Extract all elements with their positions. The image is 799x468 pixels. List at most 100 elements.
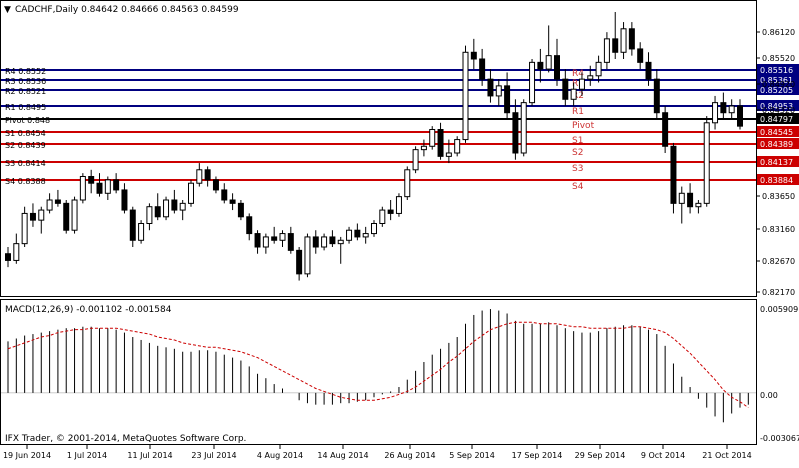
candle-body (462, 51, 469, 141)
price-panel-frame (0, 0, 757, 297)
candle-body (271, 236, 278, 241)
date-axis-label: 17 Sep 2014 (512, 451, 563, 460)
date-axis-label: 19 Jun 2014 (3, 451, 51, 460)
candle-body (687, 192, 694, 208)
candle-body (5, 253, 11, 261)
pivot-levels: R4 0.8552 0.85516 R4 R3 0.8536 0.85361 R3 R2 0… (1, 64, 799, 192)
pivot-left-label: R1 0.8495 (5, 103, 46, 112)
pivot-left-label: R4 0.8552 (5, 67, 46, 76)
candle-body (595, 61, 602, 77)
candle-body (79, 176, 86, 201)
candle-body (129, 209, 136, 241)
candle-body (495, 85, 502, 97)
candle-body (387, 209, 394, 214)
candle-body (96, 182, 103, 194)
candle-body (163, 199, 170, 218)
candle-body (412, 149, 419, 171)
candle-body (262, 236, 269, 248)
candle-body (637, 48, 644, 63)
pivot-price-tag (757, 138, 799, 149)
pivot-price-tag-text: 0.84953 (760, 102, 793, 111)
candle-body (512, 112, 519, 154)
pivot-inline-label: R4 (572, 69, 584, 79)
candle-body (545, 55, 552, 70)
candle-body (71, 199, 78, 231)
macd-indicator (1, 309, 756, 423)
pivot-left-label: S2 0.8439 (5, 141, 46, 150)
pivot-inline-label: S4 (572, 182, 584, 192)
candle-body (138, 223, 145, 241)
candle-body (179, 202, 186, 211)
pivot-left-label: Pivot 0.848 (5, 116, 50, 125)
candle-body (645, 61, 652, 80)
candle-body (570, 88, 577, 100)
candle-body (21, 212, 28, 245)
pivot-inline-label: Pivot (572, 121, 595, 131)
pivot-inline-label: R2 (572, 91, 584, 101)
candle-body (246, 216, 253, 235)
candle-body (612, 38, 619, 53)
candle-body (329, 236, 336, 245)
candle-body (379, 209, 386, 224)
candle-body (304, 236, 311, 275)
pivot-price-tag (757, 126, 799, 137)
candle-body (54, 199, 61, 204)
candle-body (578, 78, 585, 90)
candle-body (587, 75, 594, 80)
pivot-price-tag (757, 174, 799, 185)
date-axis-label: 14 Aug 2014 (317, 451, 368, 460)
candle-body (29, 212, 36, 221)
candle-body (212, 179, 219, 191)
candle-body (479, 58, 486, 80)
candle-body (154, 206, 161, 218)
candle-body (520, 102, 527, 154)
candle-body (204, 169, 211, 181)
date-axis-label: 5 Sep 2014 (449, 451, 495, 460)
pivot-left-label: S1 0.8454 (5, 129, 46, 138)
date-axis-label: 1 Jul 2014 (67, 451, 107, 460)
date-axis-label: 9 Oct 2014 (641, 451, 685, 460)
pivot-price-tag-text: 0.84545 (760, 128, 793, 137)
candle-body (529, 61, 536, 104)
macd-signal-line (7, 321, 749, 409)
candle-body (346, 229, 353, 241)
price-axis-label: 0.85520 (762, 54, 795, 63)
price-axis-label: 0.84320 (762, 106, 795, 115)
date-axis-label: 29 Sep 2014 (575, 451, 626, 460)
candle-body (254, 233, 261, 248)
price-axis-label: 0.83650 (762, 192, 795, 201)
pivot-inline-label: S3 (572, 164, 583, 174)
candle-body (720, 102, 727, 114)
chart-title: CADCHF,Daily 0.84642 0.84666 0.84563 0.8… (15, 5, 239, 15)
pivot-inline-label: R1 (572, 107, 584, 117)
collapse-arrow-icon[interactable]: ▼ (4, 5, 11, 15)
candle-body (221, 189, 228, 201)
candle-body (121, 189, 128, 211)
date-axis-label: 26 Aug 2014 (384, 451, 435, 460)
macd-axis-label-bottom: -0.003067 (760, 434, 799, 443)
price-axis-label: 0.83160 (762, 225, 795, 234)
candle-body (445, 152, 452, 157)
candle-body (487, 78, 494, 97)
candle-body (437, 129, 444, 157)
macd-axis-label-top: 0.005909 (760, 305, 798, 314)
candle-body (13, 243, 20, 261)
candle-body (562, 78, 569, 100)
candle-body (63, 202, 70, 231)
pivot-price-tag (757, 113, 799, 124)
pivot-left-label: R2 0.8521 (5, 87, 46, 96)
pivot-price-tag (757, 156, 799, 167)
pivot-price-tag-text: 0.84389 (760, 140, 793, 149)
macd-panel-frame (0, 299, 757, 445)
pivot-price-tag-text: 0.85516 (760, 66, 793, 75)
candle-body (695, 202, 702, 208)
candle-body (38, 209, 45, 221)
candle-body (537, 61, 544, 70)
candle-body (229, 199, 236, 204)
candle-body (712, 102, 719, 124)
candle-body (188, 182, 194, 204)
price-axis-label: 0.86120 (762, 28, 795, 37)
date-axis-label: 23 Jul 2014 (191, 451, 236, 460)
